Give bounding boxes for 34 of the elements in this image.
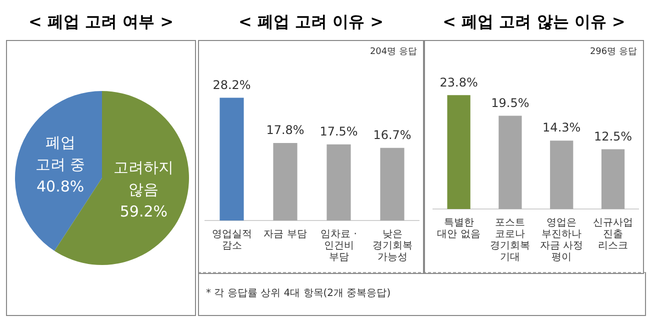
data-label: 19.5% [491,96,530,110]
slice-label: 폐업 고려 중 [35,133,86,174]
x-tick-label: 신규사업 진출 리스크 [593,217,634,252]
text: * 각 응답률 상위 4대 항목(2개 중복응답) [206,287,392,300]
bar [550,140,574,209]
x-tick-label: 영업은 부진하나 자금 사정 평이 [540,217,584,263]
data-label: 14.3% [542,120,581,135]
x-tick-label: 특별한 대안 없음 [437,217,480,240]
data-label: 16.7% [373,128,412,142]
bar [601,149,625,209]
text: 296명 응답 [590,46,637,58]
data-label: 59.2% [120,202,168,220]
data-label: 40.8% [36,177,84,196]
chart-title: < 폐업 고려 이유 > [237,12,385,33]
data-label: 28.2% [212,78,251,92]
bar [498,116,522,209]
bar [326,144,351,220]
text: 204명 응답 [370,46,417,58]
slice-label: 고려하지 않음 [114,158,174,198]
bar [273,143,298,220]
chart-title: < 폐업 고려 여부 > [27,12,175,33]
x-tick-label: 영업실적 감소 [212,228,252,252]
data-label: 17.8% [266,123,304,138]
bar [380,148,404,220]
x-tick-label: 낮은 경기회복 가능성 [372,228,412,263]
x-tick-label: 자금 부담 [264,228,307,240]
data-label: 17.5% [320,124,358,138]
x-tick-label: 임차료 · 인건비 부담 [320,228,357,263]
data-label: 12.5% [594,129,632,144]
data-label: 23.8% [440,75,478,90]
bar [447,95,470,209]
bar [220,98,244,220]
x-tick-label: 포스트 코로나 경기회복 기대 [490,217,530,263]
chart-title: < 폐업 고려 않는 이유 > [442,12,626,33]
